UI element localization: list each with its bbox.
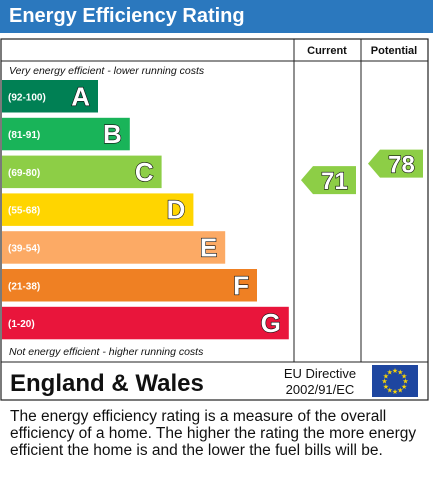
eu-star-icon: ★: [381, 378, 387, 386]
band-d: (55-68) D: [2, 193, 194, 226]
title-bar: Energy Efficiency Rating: [0, 0, 433, 33]
band-range-label: (92-100): [8, 92, 46, 103]
current-column-header: Current: [307, 45, 347, 57]
rating-bands: (92-100) A (81-91) B (69-80) C (55-68) D (39-54)…: [2, 80, 289, 340]
band-range-label: (21-38): [8, 281, 40, 292]
eu-star-icon: ★: [401, 372, 407, 380]
potential-column-header: Potential: [371, 45, 417, 57]
band-bar-f: [2, 269, 257, 302]
band-range-label: (81-91): [8, 130, 40, 141]
band-bar-g: [2, 306, 289, 340]
band-c: (69-80) C: [2, 155, 162, 189]
band-letter-label: G: [261, 308, 281, 338]
eu-flag-background: [372, 365, 418, 397]
band-letter-label: C: [135, 157, 154, 187]
directive-line-1: EU Directive: [284, 366, 356, 381]
band-bar-d: [2, 193, 194, 226]
chart-frame: [0, 38, 429, 401]
region-label: England & Wales: [10, 370, 204, 397]
energy-rating-chart: Current Potential Very energy efficient …: [0, 38, 429, 401]
eu-star-icon: ★: [387, 387, 393, 395]
directive-line-2: 2002/91/EC: [286, 382, 355, 397]
current-rating-marker: 71: [301, 166, 356, 196]
current-rating-arrow: [301, 166, 356, 195]
band-f: (21-38) F: [2, 269, 257, 302]
band-g: (1-20) G: [2, 306, 289, 340]
eu-flag-icon: ★★★★★★★★★★★★: [372, 365, 418, 397]
description-text: The energy efficiency rating is a measur…: [10, 408, 417, 459]
band-range-label: (1-20): [8, 319, 35, 330]
band-letter-label: B: [103, 119, 122, 149]
eu-star-icon: ★: [392, 367, 398, 375]
band-bar-e: [2, 231, 226, 264]
band-letter-label: E: [200, 232, 217, 262]
band-range-label: (55-68): [8, 206, 40, 217]
eu-star-icon: ★: [401, 383, 407, 391]
rating-scores: 71 78: [301, 149, 423, 196]
potential-rating-value: 78: [388, 152, 415, 179]
top-caption: Very energy efficient - lower running co…: [9, 65, 205, 77]
band-range-label: (39-54): [8, 243, 40, 254]
eu-star-icon: ★: [392, 388, 398, 396]
band-letter-label: A: [71, 81, 90, 111]
band-range-label: (69-80): [8, 168, 40, 179]
band-a: (92-100) A: [2, 80, 98, 113]
eu-star-icon: ★: [383, 383, 389, 391]
eu-star-icon: ★: [402, 378, 408, 386]
band-letter-label: F: [233, 270, 249, 300]
band-letter-label: D: [167, 195, 186, 225]
band-e: (39-54) E: [2, 231, 226, 264]
band-bar-c: [2, 155, 162, 189]
band-bar-a: [2, 80, 98, 113]
eu-star-icon: ★: [387, 368, 393, 376]
eu-star-icon: ★: [397, 387, 403, 395]
chart-title: Energy Efficiency Rating: [9, 5, 245, 27]
current-rating-value: 71: [321, 168, 348, 195]
potential-rating-marker: 78: [368, 149, 423, 179]
eu-star-icon: ★: [383, 372, 389, 380]
band-bar-b: [2, 117, 130, 151]
potential-rating-arrow: [368, 149, 423, 178]
band-b: (81-91) B: [2, 117, 130, 151]
eu-star-icon: ★: [397, 368, 403, 376]
bottom-caption: Not energy efficient - higher running co…: [9, 346, 204, 358]
